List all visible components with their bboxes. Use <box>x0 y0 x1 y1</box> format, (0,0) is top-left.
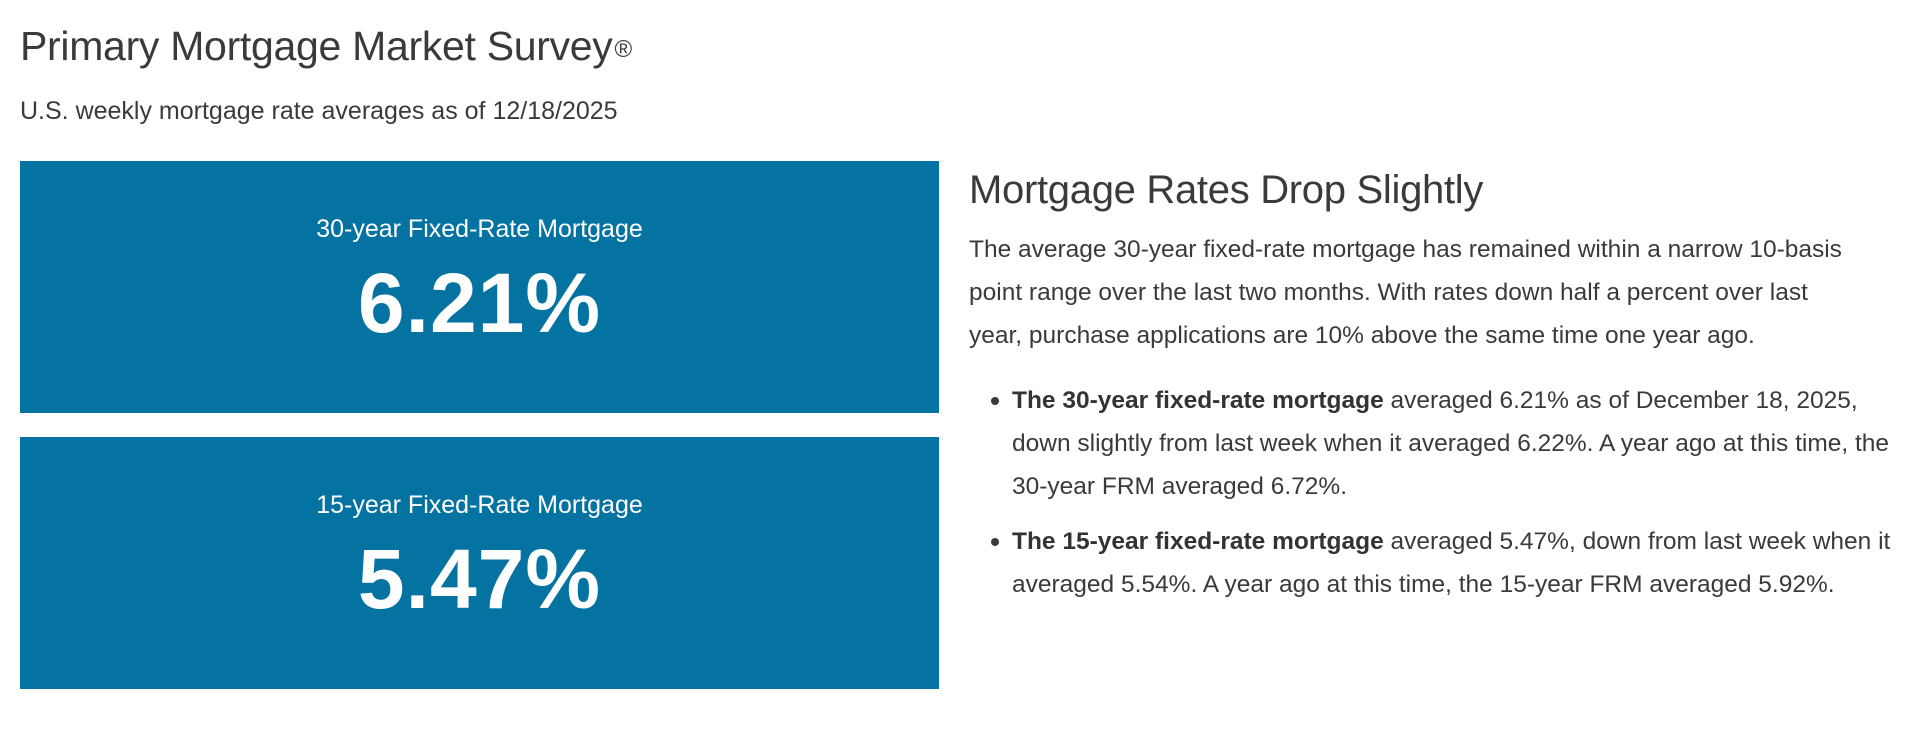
page-header: Primary Mortgage Market Survey® U.S. wee… <box>20 18 632 125</box>
rate-label-15-year: 15-year Fixed-Rate Mortgage <box>316 491 643 519</box>
bullet-bold-30-year: The 30-year fixed-rate mortgage <box>1012 387 1384 414</box>
bullet-text-30-year: averaged 6.21% as of December 18, 2025, … <box>1012 387 1890 500</box>
rate-label-30-year: 30-year Fixed-Rate Mortgage <box>316 215 643 243</box>
bullet-item-30-year: The 30-year fixed-rate mortgage averaged… <box>969 379 1892 508</box>
rate-card-30-year: 30-year Fixed-Rate Mortgage 6.21% <box>20 161 939 413</box>
rate-value-30-year: 6.21% <box>357 256 602 350</box>
page-subtitle: U.S. weekly mortgage rate averages as of… <box>20 97 618 125</box>
commentary-body: The average 30-year fixed-rate mortgage … <box>969 236 1842 349</box>
rate-value-15-year: 5.47% <box>357 532 602 626</box>
bullet-text-15-year: averaged 5.47%, down from last week when… <box>1012 528 1891 598</box>
bullet-dot-icon <box>991 397 999 405</box>
commentary-heading: Mortgage Rates Drop Slightly <box>969 168 1484 212</box>
commentary-section: Mortgage Rates Drop Slightly The average… <box>969 162 1899 618</box>
bullet-dot-icon <box>991 538 999 546</box>
page-title-text: Primary Mortgage Market Survey <box>20 23 613 69</box>
rate-card-15-year: 15-year Fixed-Rate Mortgage 5.47% <box>20 437 939 689</box>
bullet-bold-15-year: The 15-year fixed-rate mortgage <box>1012 528 1384 555</box>
registered-mark: ® <box>614 36 633 63</box>
bullet-item-15-year: The 15-year fixed-rate mortgage averaged… <box>969 520 1892 606</box>
page-title: Primary Mortgage Market Survey® <box>20 18 632 74</box>
rate-bullet-list: The 30-year fixed-rate mortgage averaged… <box>969 379 1899 606</box>
